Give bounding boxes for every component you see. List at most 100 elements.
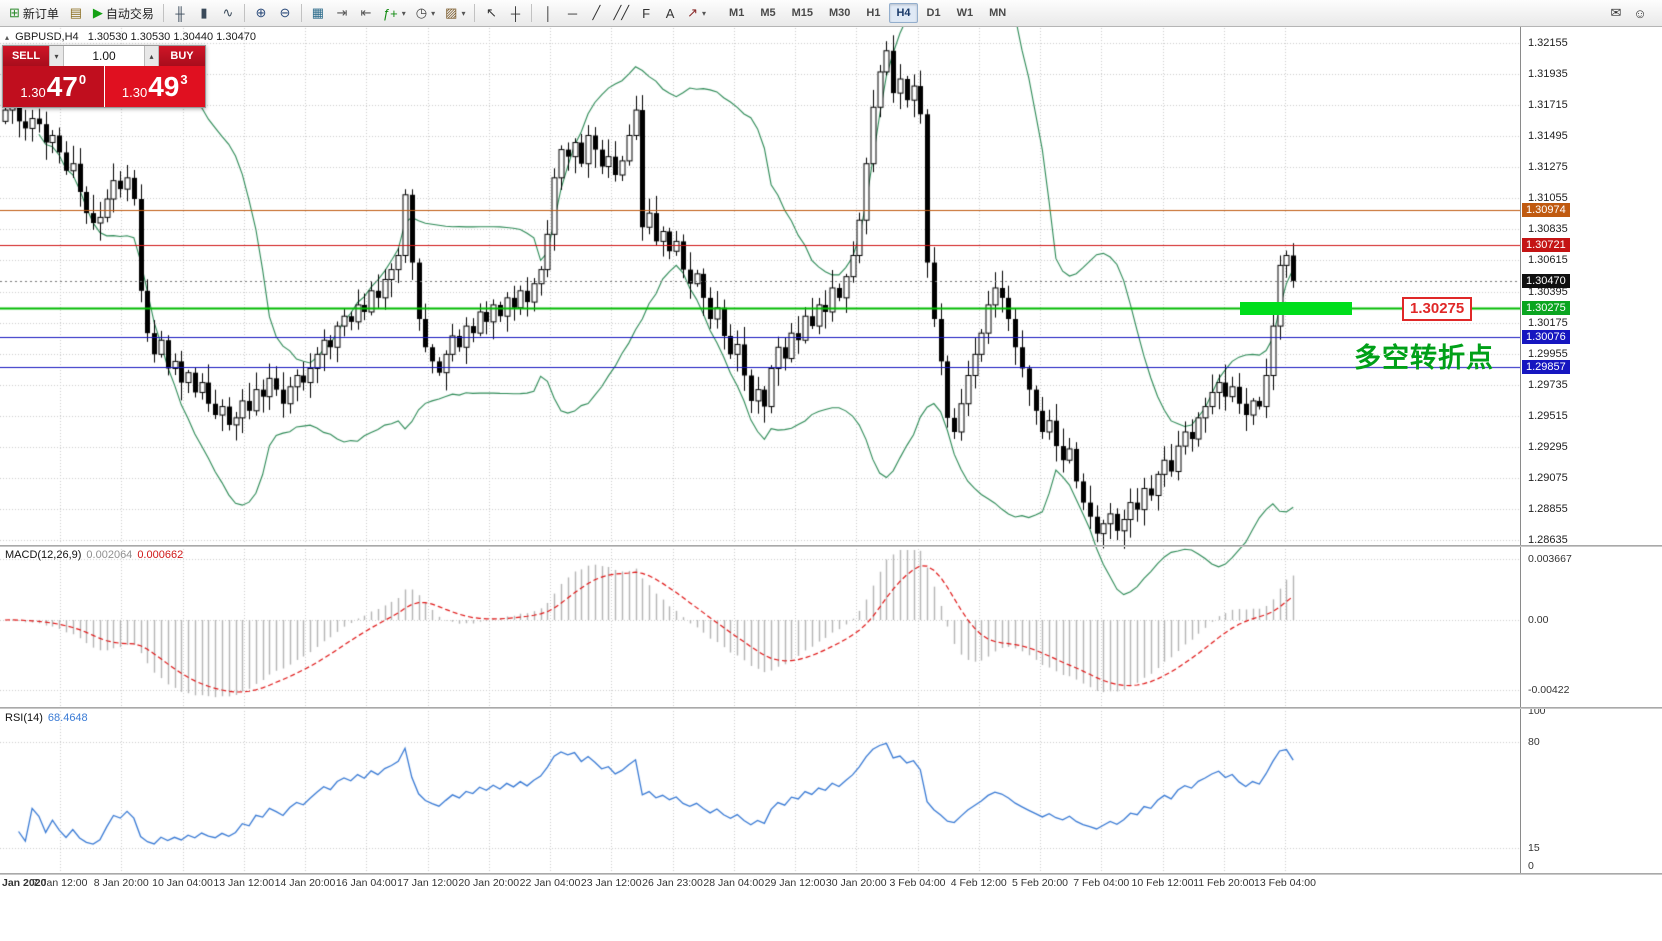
bar-chart-button[interactable]: ╫ [169,2,191,24]
rsi-axis-label: 80 [1528,736,1540,749]
toolbar: ⊞ 新订单 ▤ ▶ 自动交易 ╫ ▮ ∿ ⊕ ⊖ ▦ ⇥ ⇤ ƒ+ ▾ ◷ ▾ ▨ ▾ ↖ ┼ │ ─ ╱ ╱╱ F A ↗ ▾ M1 M… [0,0,1662,27]
panel-separator[interactable] [0,873,1662,875]
turning-point-text[interactable]: 多空转折点 [1354,343,1494,373]
fibonacci-button[interactable]: F [635,2,657,24]
timeframe-mn-button[interactable]: MN [982,3,1013,23]
sell-price-big: 47 [46,70,78,102]
zoom-in-icon: ⊕ [255,5,267,20]
chart-window-button[interactable]: ▤ [65,2,87,24]
buy-button[interactable]: BUY [159,46,205,66]
zoom-in-button[interactable]: ⊕ [250,2,272,24]
price-level-tag[interactable]: 1.30275 [1402,297,1473,321]
time-axis-label: 8 Jan 20:00 [93,877,149,889]
indicators-button[interactable]: ƒ+ ▾ [379,2,410,24]
horizontal-line-button[interactable]: ─ [561,2,583,24]
price-axis-label: 1.29735 [1528,378,1568,391]
price-axis-badge: 1.30974 [1522,202,1570,217]
volume-up-button[interactable]: ▴ [144,46,159,66]
price-axis-label: 1.30615 [1528,254,1568,267]
vertical-line-button[interactable]: │ [537,2,559,24]
line-chart-button[interactable]: ∿ [217,2,239,24]
auto-scroll-icon: ⇥ [336,5,348,20]
time-axis-label: 13 Feb 04:00 [1254,877,1316,889]
community-icon-button[interactable]: ☺ [1629,2,1651,24]
support-zone-highlight[interactable] [1240,302,1352,315]
tile-windows-button[interactable]: ▦ [307,2,329,24]
indicators-icon: ƒ+ [382,5,398,21]
timeframe-d1-button[interactable]: D1 [920,3,948,23]
macd-main-value: 0.002064 [86,549,133,561]
volume-input[interactable] [64,46,144,66]
price-axis-badge: 1.30470 [1522,273,1570,288]
timeframe-m30-button[interactable]: M30 [822,3,857,23]
new-order-icon: ⊞ [9,5,20,20]
zoom-out-icon: ⊖ [279,5,291,20]
panel-separator[interactable] [0,545,1662,547]
rsi-axis-label: 15 [1528,841,1540,854]
toolbar-separator [474,4,476,22]
line-chart-icon: ∿ [222,5,234,20]
autotrading-button[interactable]: ▶ 自动交易 [89,2,158,24]
time-axis-label: 26 Jan 23:00 [642,877,703,889]
time-axis: Jan 2020 7 Jan 12:00 8 Jan 20:00 10 Jan 04:… [0,877,1662,893]
chat-icon-button[interactable]: ✉ [1605,2,1627,24]
text-tool-button[interactable]: A [659,2,681,24]
buy-price-big: 49 [148,70,180,102]
templates-button[interactable]: ▨ ▾ [441,2,469,24]
time-axis-label: 16 Jan 04:00 [335,877,397,889]
volume-down-button[interactable]: ▾ [49,46,64,66]
timeframe-m15-button[interactable]: M15 [785,3,820,23]
trendline-button[interactable]: ╱ [585,2,607,24]
time-axis-label: 3 Feb 04:00 [889,877,946,889]
timeframe-h1-button[interactable]: H1 [859,3,887,23]
sell-price-sup: 0 [78,72,87,87]
arrows-tool-button[interactable]: ↗ ▾ [683,2,710,24]
price-axis: 1.32155 1.31935 1.31715 1.31495 1.31275 1.310… [1520,27,1662,874]
community-icon: ☺ [1633,5,1647,21]
time-axis-label: 28 Jan 04:00 [703,877,765,889]
time-axis-label: 4 Feb 12:00 [950,877,1007,889]
channel-button[interactable]: ╱╱ [609,2,633,24]
timeframe-h4-button[interactable]: H4 [889,3,918,23]
chart-shift-icon: ⇤ [360,5,372,20]
arrows-tool-icon: ↗ [687,5,699,20]
sell-price-prefix: 1.30 [20,85,46,100]
crosshair-button[interactable]: ┼ [504,2,526,24]
candlestick-chart-icon: ▮ [200,5,208,20]
timeframe-m5-button[interactable]: M5 [753,3,782,23]
cursor-button[interactable]: ↖ [480,2,502,24]
chart-shift-button[interactable]: ⇤ [355,2,377,24]
chart-canvas[interactable] [0,27,1520,874]
timeframe-w1-button[interactable]: W1 [950,3,981,23]
price-axis-label: 1.32155 [1528,37,1568,49]
periods-button[interactable]: ◷ ▾ [412,2,439,24]
chevron-down-icon: ▾ [431,8,436,18]
macd-signal-value: 0.000662 [137,549,184,561]
price-axis-label: 1.29075 [1528,471,1568,484]
timeframe-m1-button[interactable]: M1 [722,3,751,23]
collapse-one-click-icon[interactable]: ▴ [5,33,10,42]
price-axis-label: 1.31275 [1528,161,1568,174]
price-axis-badge: 1.30275 [1522,301,1570,316]
ohlc-values: 1.30530 1.30530 1.30440 1.30470 [87,31,256,43]
price-axis-label: 1.29955 [1528,347,1568,360]
buy-price-panel[interactable]: 1.30 49 3 [103,66,205,107]
time-axis-label: 30 Jan 20:00 [825,877,887,889]
time-axis-label: 11 Feb 20:00 [1193,877,1255,889]
macd-axis-label: -0.00422 [1528,684,1570,697]
sell-button[interactable]: SELL [3,46,49,66]
candlestick-chart-button[interactable]: ▮ [193,2,215,24]
toolbar-separator [162,4,164,22]
price-axis-badge: 1.30076 [1522,329,1570,344]
buy-price-sup: 3 [180,72,188,87]
time-axis-label: 10 Feb 12:00 [1131,877,1194,889]
sell-price-panel[interactable]: 1.30 47 0 [3,66,104,107]
auto-scroll-button[interactable]: ⇥ [331,2,353,24]
panel-separator[interactable] [0,707,1662,709]
fibonacci-icon: F [642,5,651,21]
rsi-value: 68.4648 [47,712,88,724]
new-order-button-label: 新订单 [22,6,59,21]
new-order-button[interactable]: ⊞ 新订单 [5,2,63,24]
zoom-out-button[interactable]: ⊖ [274,2,296,24]
